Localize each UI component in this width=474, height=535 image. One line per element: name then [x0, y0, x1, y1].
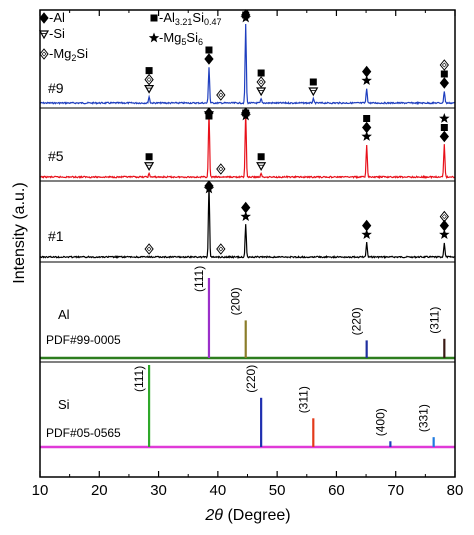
mg2si-diamond-inner — [258, 79, 264, 85]
mg2si-diamond-inner — [146, 246, 152, 252]
al-diamond-marker — [439, 77, 449, 89]
hkl-label-400: (400) — [373, 408, 387, 436]
si-triangle-marker — [144, 162, 155, 171]
al-si-square-marker — [440, 70, 448, 78]
x-tick-label: 30 — [150, 482, 167, 499]
hkl-label-331: (331) — [417, 404, 431, 432]
mg5si6-star-marker — [361, 131, 372, 141]
al-diamond-marker — [362, 121, 372, 134]
x-tick-label: 60 — [328, 482, 345, 499]
hkl-label-111: (111) — [192, 266, 206, 292]
x-tick-label: 20 — [91, 482, 108, 499]
mg5si6-star-marker — [439, 229, 450, 239]
mg5si6-star-marker — [240, 211, 251, 221]
mg2si-diamond-marker — [144, 73, 154, 86]
pattern-line-9 — [39, 23, 456, 106]
mg2si-diamond-inner — [218, 246, 224, 252]
sample-label-5: #5 — [48, 148, 64, 164]
hkl-label-220: (220) — [244, 365, 258, 393]
al-si-square-marker — [363, 115, 371, 122]
plot-frame — [39, 9, 456, 478]
al-diamond-marker — [39, 12, 49, 24]
hkl-label-111: (111) — [132, 366, 146, 392]
mg2si-diamond-inner — [146, 77, 152, 83]
hkl-label-220: (220) — [350, 307, 364, 335]
al-diamond-marker — [439, 219, 449, 232]
mg5si6-star-marker — [361, 75, 372, 85]
si-triangle-marker — [38, 30, 50, 40]
x-tick-label: 80 — [447, 482, 464, 499]
mg5si6-star-marker — [203, 107, 215, 118]
mg2si-diamond-inner — [441, 214, 447, 220]
legend-label: -Al — [49, 10, 65, 25]
mg2si-diamond-inner — [441, 62, 447, 68]
mg2si-diamond-marker — [144, 243, 154, 255]
x-tick-label: 40 — [210, 482, 227, 499]
sample-label-1: #1 — [48, 228, 64, 244]
si-triangle-marker — [144, 84, 155, 94]
sample-label-9: #9 — [48, 80, 64, 96]
al-diamond-marker — [362, 219, 372, 232]
reference-material-al: Al — [58, 307, 70, 322]
al-si-square-marker — [440, 124, 448, 131]
mg5si6-star-marker — [203, 183, 215, 194]
mg5si6-star-marker — [361, 229, 372, 239]
reference-material-si: Si — [58, 397, 70, 412]
x-axis-label: 2θ (Degree) — [204, 507, 290, 524]
si-triangle-marker — [308, 87, 319, 97]
x-tick-label: 50 — [269, 482, 286, 499]
reference-pdf-si: PDF#05-0565 — [46, 426, 121, 440]
y-axis-label: Intensity (a.u.) — [11, 182, 28, 283]
mg5si6-star-marker — [240, 110, 251, 121]
al-diamond-marker — [362, 65, 372, 78]
mg2si-diamond-marker — [216, 163, 226, 175]
reference-pdf-al: PDF#99-0005 — [46, 333, 121, 347]
mg2si-diamond-marker — [39, 48, 49, 60]
x-tick-label: 70 — [387, 482, 404, 499]
hkl-label-200: (200) — [229, 287, 243, 315]
mg5si6-star-marker — [148, 32, 160, 43]
al-si-square-marker — [309, 78, 317, 86]
al-si-square-marker — [257, 69, 265, 77]
mg2si-diamond-marker — [256, 76, 266, 88]
mg2si-diamond-inner — [218, 166, 224, 172]
al-si-square-marker — [145, 67, 153, 75]
al-diamond-marker — [241, 201, 251, 214]
mg5si6-star-marker — [240, 12, 251, 23]
mg2si-diamond-inner — [41, 51, 47, 57]
si-triangle-marker — [256, 162, 267, 171]
si-triangle-marker — [256, 87, 267, 97]
mg2si-diamond-marker — [216, 89, 226, 101]
al-diamond-marker — [204, 53, 214, 65]
hkl-label-311: (311) — [427, 307, 441, 334]
legend-label: -Mg2Si — [49, 46, 88, 63]
mg2si-diamond-marker — [439, 59, 449, 71]
al-si-square-marker — [150, 14, 158, 22]
al-si-square-marker — [205, 46, 213, 54]
al-diamond-marker — [439, 130, 449, 143]
legend-label: -Si — [49, 26, 65, 41]
al-si-square-marker — [257, 153, 265, 161]
mg5si6-star-marker — [439, 113, 450, 123]
mg2si-diamond-inner — [218, 92, 224, 98]
al-si-square-marker — [205, 112, 213, 120]
pattern-line-5 — [39, 111, 455, 180]
al-si-square-marker — [145, 153, 153, 161]
legend-label: -Al3.21Si0.47 — [159, 10, 222, 27]
mg2si-diamond-marker — [216, 243, 226, 255]
legend-label: -Mg5Si6 — [159, 30, 203, 47]
pattern-line-1 — [39, 184, 456, 260]
x-tick-label: 10 — [32, 482, 49, 499]
hkl-label-311: (311) — [296, 386, 310, 413]
